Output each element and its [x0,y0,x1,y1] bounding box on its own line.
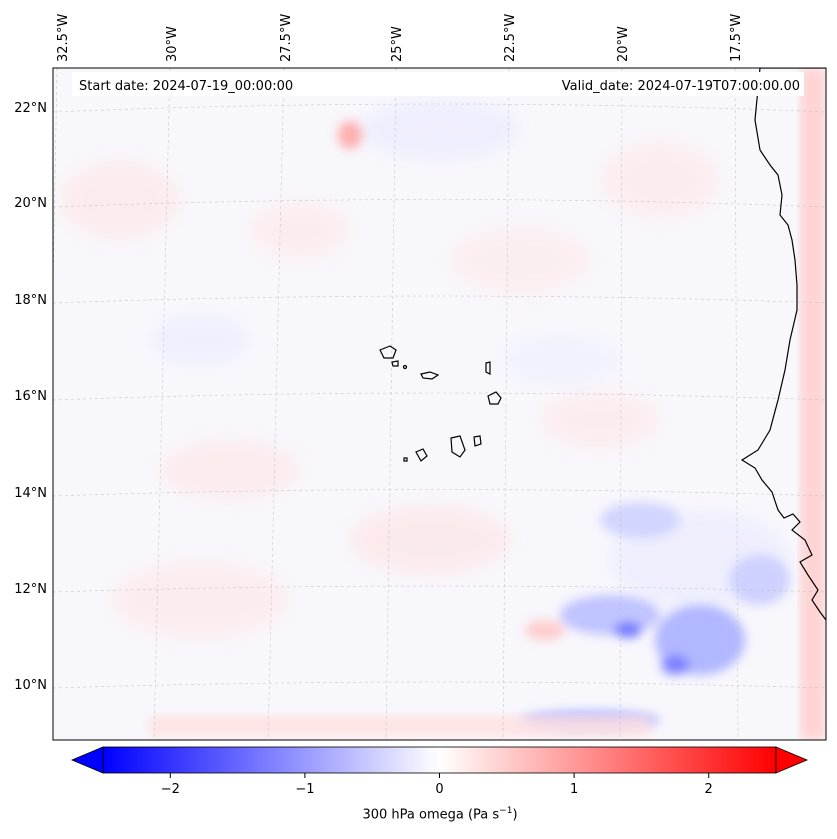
africa-coastline [740,68,826,621]
colorbar-tick-label: 2 [705,782,713,797]
colorbar-body [102,746,777,774]
lon-label: 22.5°W [503,14,518,62]
lon-label: 25°W [390,26,405,62]
colorbar-tick-label: 1 [570,782,578,797]
colorbar-extend-left [70,746,104,774]
lat-label: 20°N [14,196,47,211]
lon-label: 27.5°W [279,14,294,62]
colorbar-tick-label: 0 [435,782,443,797]
lat-labels: 22°N 20°N 18°N 16°N 14°N 12°N 10°N [14,101,47,693]
colorbar-tick-label: −1 [295,782,314,797]
lat-label: 16°N [14,389,47,404]
map-frame [52,67,827,741]
colorbar-label: 300 hPa omega (Pa s−1) [362,806,518,823]
lon-label: 17.5°W [729,14,744,62]
lon-labels: 32.5°W 30°W 27.5°W 25°W 22.5°W 20°W 17.5… [56,14,744,62]
omega-field [53,68,826,740]
colorbar: −2 −1 0 1 2 [70,746,809,797]
colorbar-extend-right [775,746,809,774]
header-box [72,72,804,96]
lon-label: 30°W [165,26,180,62]
lat-label: 10°N [14,678,47,693]
lat-label: 14°N [14,486,47,501]
lat-label: 12°N [14,582,47,597]
lat-label: 22°N [14,101,47,116]
colorbar-tick-label: −2 [161,782,180,797]
cape-verde-islands [379,345,502,462]
lat-label: 18°N [14,293,47,308]
lon-label: 20°W [616,26,631,62]
start-date: Start date: 2024-07-19_00:00:00 [79,79,293,94]
lon-label: 32.5°W [56,14,71,62]
valid-date: Valid_date: 2024-07-19T07:00:00.00 [562,79,800,94]
